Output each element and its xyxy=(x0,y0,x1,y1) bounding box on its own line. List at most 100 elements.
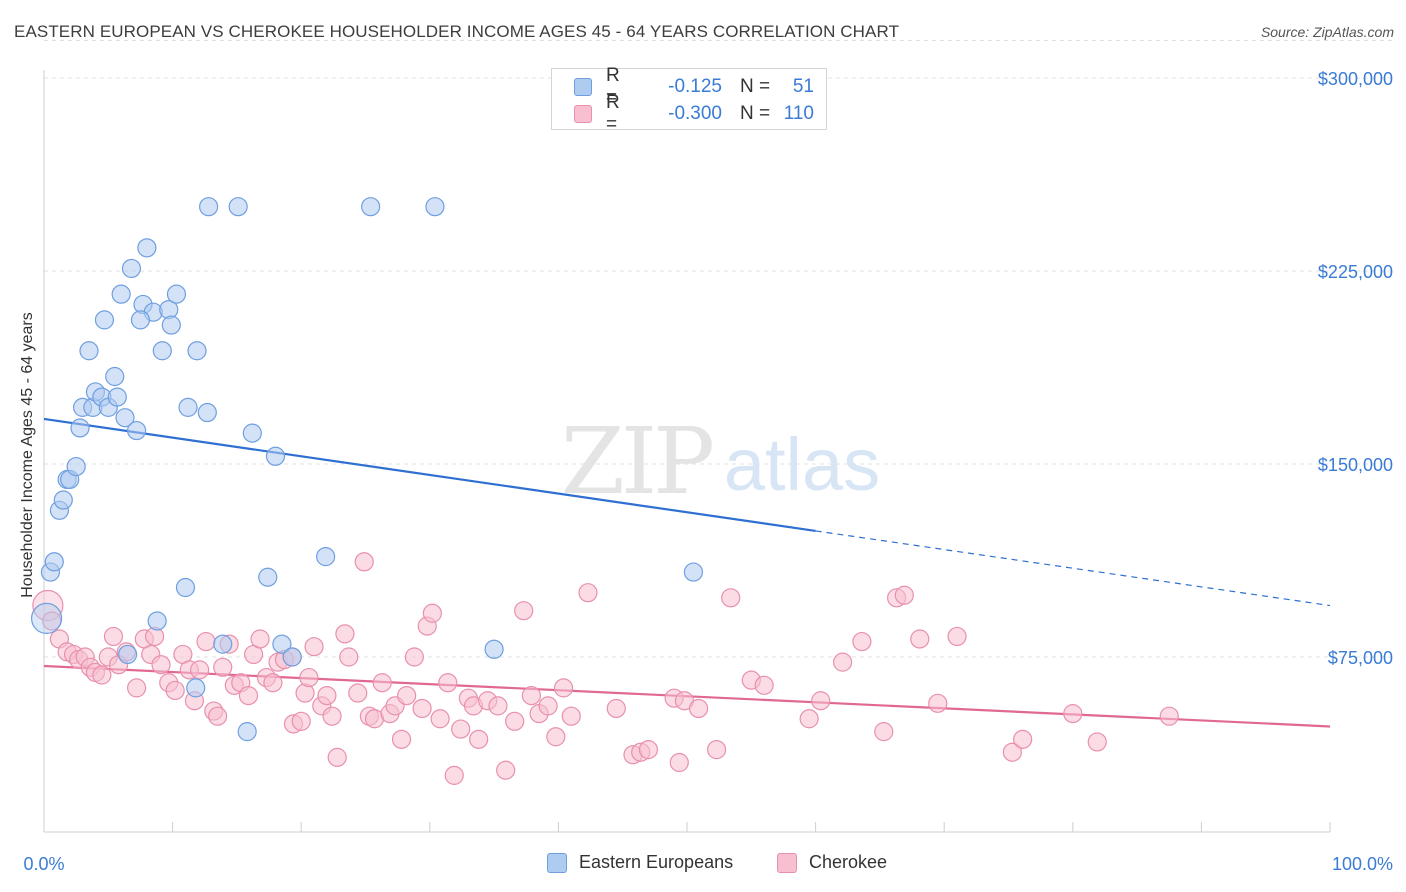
data-point-cherokee xyxy=(514,601,534,621)
legend-n-value: 110 xyxy=(783,103,814,124)
data-point-cherokee xyxy=(538,696,558,716)
data-point-eastern-europeans xyxy=(126,420,147,441)
data-point-cherokee xyxy=(196,631,216,652)
data-point-cherokee xyxy=(335,624,355,644)
data-point-cherokee xyxy=(505,711,525,731)
data-point-cherokee xyxy=(322,706,342,726)
data-point-cherokee xyxy=(669,752,689,773)
data-point-eastern-europeans xyxy=(66,456,86,477)
data-point-eastern-europeans xyxy=(282,647,302,667)
data-point-eastern-europeans xyxy=(265,446,286,466)
series-legend-cherokee[interactable]: Cherokee xyxy=(777,852,887,873)
data-point-eastern-europeans xyxy=(121,258,142,279)
data-point-eastern-europeans xyxy=(361,197,381,217)
data-point-cherokee xyxy=(561,706,581,726)
data-point-cherokee xyxy=(317,685,337,706)
legend-r-value: -0.300 xyxy=(668,103,722,124)
data-point-cherokee xyxy=(438,673,458,693)
data-point-cherokee xyxy=(1013,729,1033,749)
data-point-cherokee xyxy=(151,655,171,675)
series-name-eastern-europeans: Eastern Europeans xyxy=(579,852,734,872)
watermark: ZIP atlas xyxy=(561,408,880,515)
data-point-cherokee xyxy=(1159,706,1179,726)
data-point-cherokee xyxy=(304,637,324,657)
data-point-cherokee xyxy=(874,722,894,742)
data-point-eastern-europeans xyxy=(166,284,187,304)
data-point-eastern-europeans xyxy=(186,678,206,698)
data-point-cherokee xyxy=(42,611,62,631)
series-swatch-blue xyxy=(547,852,567,873)
data-point-cherokee xyxy=(250,629,270,649)
data-point-cherokee xyxy=(521,685,541,706)
legend-r-value: -0.125 xyxy=(668,76,722,97)
data-point-cherokee xyxy=(354,552,374,572)
data-point-cherokee xyxy=(578,583,598,603)
legend-n-label: N = xyxy=(740,103,771,124)
data-point-cherokee xyxy=(546,727,566,747)
data-point-eastern-europeans xyxy=(197,402,217,423)
data-point-cherokee xyxy=(833,652,853,672)
legend-r-label: R = xyxy=(606,65,620,108)
data-point-eastern-europeans xyxy=(199,197,219,217)
data-point-cherokee xyxy=(928,693,948,713)
y-tick-label: $225,000 xyxy=(1318,262,1393,282)
y-tick-label: $75,000 xyxy=(1328,648,1393,668)
data-point-cherokee xyxy=(430,709,450,729)
data-point-eastern-europeans xyxy=(111,284,131,304)
y-tick-label: $300,000 xyxy=(1318,69,1393,89)
data-point-eastern-europeans xyxy=(137,238,157,258)
x-tick-labels: 0.0% 100.0% xyxy=(23,854,1393,874)
data-point-eastern-europeans xyxy=(683,562,704,582)
eastern-european-points xyxy=(30,197,704,742)
data-point-cherokee xyxy=(894,585,914,605)
data-point-cherokee xyxy=(451,719,471,739)
data-point-eastern-europeans xyxy=(161,315,181,335)
data-point-cherokee xyxy=(606,698,626,719)
data-point-cherokee xyxy=(910,629,930,649)
data-point-cherokee xyxy=(92,665,112,685)
data-point-cherokee xyxy=(372,673,392,693)
legend-row-cherokee: R = -0.300 N = 110 xyxy=(574,92,814,135)
legend-row-eastern-europeans: R = -0.125 N = 51 xyxy=(574,65,814,108)
data-point-eastern-europeans xyxy=(425,197,445,217)
data-point-cherokee xyxy=(706,740,727,760)
data-point-eastern-europeans xyxy=(178,397,198,417)
y-axis-label: Householder Income Ages 45 - 64 years xyxy=(19,312,36,598)
cherokee-points xyxy=(32,552,1179,785)
data-point-eastern-europeans xyxy=(272,634,292,654)
data-point-cherokee xyxy=(339,647,359,667)
series-swatch-pink xyxy=(777,852,797,873)
data-point-cherokee xyxy=(488,696,508,716)
trend-line-eastern-europeans-extension xyxy=(815,530,1331,607)
data-point-cherokee xyxy=(688,698,709,719)
y-tick-labels: $75,000 $150,000 $225,000 $300,000 xyxy=(1318,69,1393,668)
data-point-cherokee xyxy=(1063,704,1083,724)
data-point-eastern-europeans xyxy=(115,408,135,428)
data-point-cherokee xyxy=(126,678,147,698)
data-point-eastern-europeans xyxy=(53,490,73,510)
axes xyxy=(43,70,1331,833)
data-point-cherokee xyxy=(422,603,442,623)
legend-r-label: R = xyxy=(606,92,620,135)
y-tick-label: $150,000 xyxy=(1318,455,1393,475)
data-point-eastern-europeans xyxy=(94,310,115,330)
trend-line-eastern-europeans xyxy=(43,417,816,532)
legend-swatch-blue xyxy=(574,78,592,96)
source-label: Source: ZipAtlas.com xyxy=(1260,24,1394,40)
data-point-eastern-europeans xyxy=(105,366,125,387)
data-point-cherokee xyxy=(263,673,283,693)
data-point-cherokee xyxy=(397,685,417,706)
x-tick-label-max: 100.0% xyxy=(1332,854,1393,874)
data-point-cherokee xyxy=(165,680,185,701)
series-legend-eastern-europeans[interactable]: Eastern Europeans xyxy=(547,852,733,873)
data-point-cherokee xyxy=(496,760,516,780)
watermark-atlas: atlas xyxy=(724,423,880,506)
legend-n-label: N = xyxy=(740,76,771,97)
data-point-eastern-europeans xyxy=(117,644,138,665)
series-name-cherokee: Cherokee xyxy=(809,852,888,872)
data-point-cherokee xyxy=(811,691,831,711)
gridlines xyxy=(44,39,1392,658)
data-point-eastern-europeans xyxy=(316,547,336,567)
correlation-legend: R = -0.125 N = 51 R = -0.300 N = 110 xyxy=(551,65,827,135)
